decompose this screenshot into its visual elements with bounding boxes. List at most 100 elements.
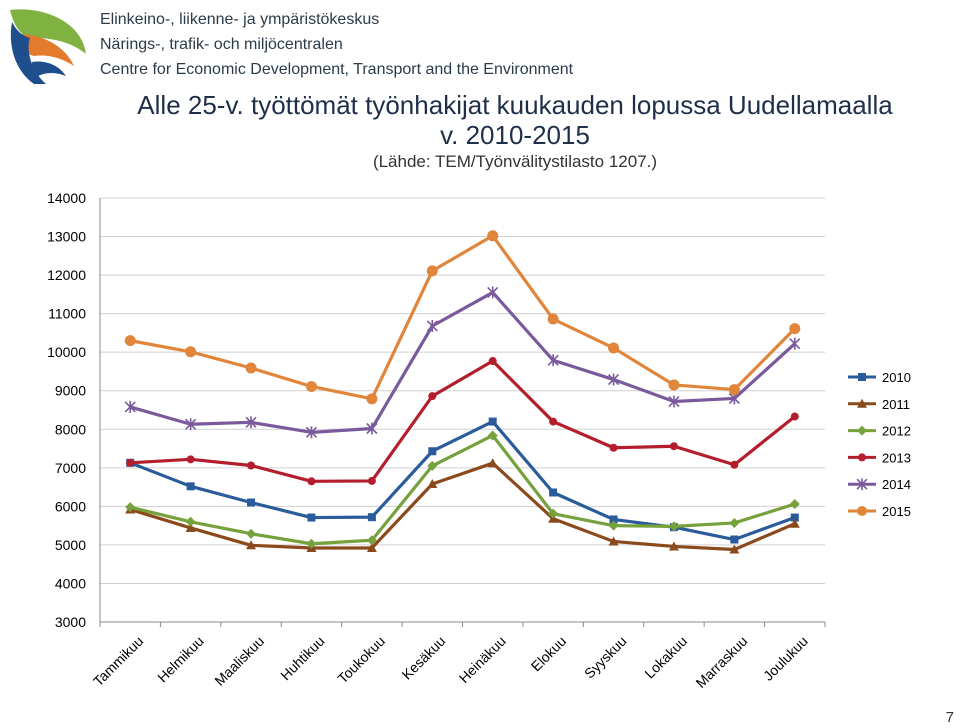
data-point (488, 417, 497, 426)
data-point (305, 380, 317, 392)
legend-label: 2014 (882, 477, 911, 492)
legend-label: 2013 (882, 450, 911, 465)
data-point (730, 535, 739, 544)
y-tick-label: 11000 (48, 306, 86, 322)
data-point (245, 362, 257, 374)
data-point (789, 323, 801, 335)
data-point (730, 460, 739, 469)
org-name-english: Centre for Economic Development, Transpo… (100, 61, 574, 78)
data-point (427, 460, 438, 471)
y-tick-label: 8000 (55, 421, 86, 437)
series-line (129, 419, 796, 542)
legend-label: 2010 (882, 370, 911, 385)
data-point (366, 535, 377, 546)
series-line (129, 433, 796, 546)
data-point (857, 425, 867, 436)
data-point (607, 373, 620, 386)
data-point (307, 477, 316, 486)
ely-centre-logo (10, 9, 86, 84)
x-category-label: Tammikuu (90, 633, 146, 689)
y-tick-label: 14000 (47, 190, 86, 206)
legend-label: 2011 (882, 397, 910, 412)
data-point (609, 443, 618, 452)
data-point (547, 354, 559, 367)
data-point (245, 416, 257, 429)
legend-label: 2012 (882, 424, 911, 439)
data-point (367, 476, 376, 485)
data-point (366, 542, 377, 552)
chart-source: (Lähde: TEM/Työnvälitystilasto 1207.) (372, 152, 658, 171)
series-line (129, 290, 796, 434)
data-point (186, 455, 195, 464)
data-point (185, 516, 196, 527)
data-point (669, 442, 678, 451)
y-tick-label: 4000 (55, 575, 86, 591)
header: Elinkeino-, liikenne- ja ympäristökeskus… (0, 0, 960, 95)
data-point (247, 461, 256, 470)
data-point (729, 544, 740, 554)
data-point (858, 453, 866, 462)
data-point (246, 528, 257, 539)
data-point (547, 313, 559, 325)
data-point (609, 515, 618, 524)
x-category-label: Toukokuu (334, 633, 388, 687)
data-point (488, 357, 497, 366)
data-point (858, 373, 866, 381)
data-point (668, 379, 680, 391)
data-point (487, 458, 498, 468)
data-point (426, 319, 438, 332)
page-number: 7 (945, 709, 954, 726)
x-category-label: Elokuu (528, 633, 570, 675)
data-point (426, 265, 438, 277)
series-line (130, 359, 796, 483)
data-point (307, 513, 316, 522)
data-point (608, 536, 619, 546)
data-point (124, 335, 136, 347)
y-tick-label: 6000 (55, 498, 86, 514)
chart-title: Alle 25-v. työttömät työnhakijat kuukaud… (137, 90, 893, 120)
data-point (549, 417, 558, 426)
data-point (548, 508, 559, 519)
x-category-label: Kesäkuu (399, 633, 449, 683)
data-point (790, 412, 799, 421)
data-point (549, 488, 558, 497)
x-category-label: Heinäkuu (456, 633, 509, 686)
data-point (185, 522, 196, 532)
x-category-label: Lokakuu (641, 633, 690, 682)
data-point (668, 541, 679, 551)
legend-label: 2015 (882, 504, 911, 519)
data-point (487, 430, 498, 441)
chart-title-block: Alle 25-v. työttömät työnhakijat kuukaud… (100, 90, 930, 174)
data-point (487, 286, 499, 299)
data-point (366, 422, 378, 435)
x-category-label: Marraskuu (692, 633, 750, 691)
y-tick-label: 10000 (47, 344, 86, 360)
y-tick-label: 7000 (55, 460, 86, 476)
data-point (608, 342, 620, 354)
data-point (428, 392, 437, 401)
data-point (247, 498, 256, 507)
y-tick-label: 9000 (55, 383, 86, 399)
data-point (608, 520, 619, 531)
series-line (129, 461, 796, 552)
data-point (857, 506, 867, 516)
data-point (729, 517, 740, 528)
data-point (427, 479, 438, 489)
org-name-finnish: Elinkeino-, liikenne- ja ympäristökeskus (100, 11, 380, 28)
series-line (129, 234, 796, 401)
data-point (367, 513, 376, 522)
data-point (857, 398, 867, 408)
x-category-label: Helmikuu (154, 633, 207, 686)
data-point (185, 418, 197, 431)
data-point (125, 502, 136, 513)
y-tick-label: 13000 (47, 229, 86, 245)
data-point (487, 230, 499, 242)
data-point (186, 482, 195, 491)
data-point (856, 478, 868, 491)
data-point (668, 395, 680, 408)
data-point (428, 447, 437, 456)
org-name-swedish: Närings-, trafik- och miljöcentralen (100, 36, 343, 53)
data-point (305, 426, 318, 439)
data-point (790, 513, 799, 522)
